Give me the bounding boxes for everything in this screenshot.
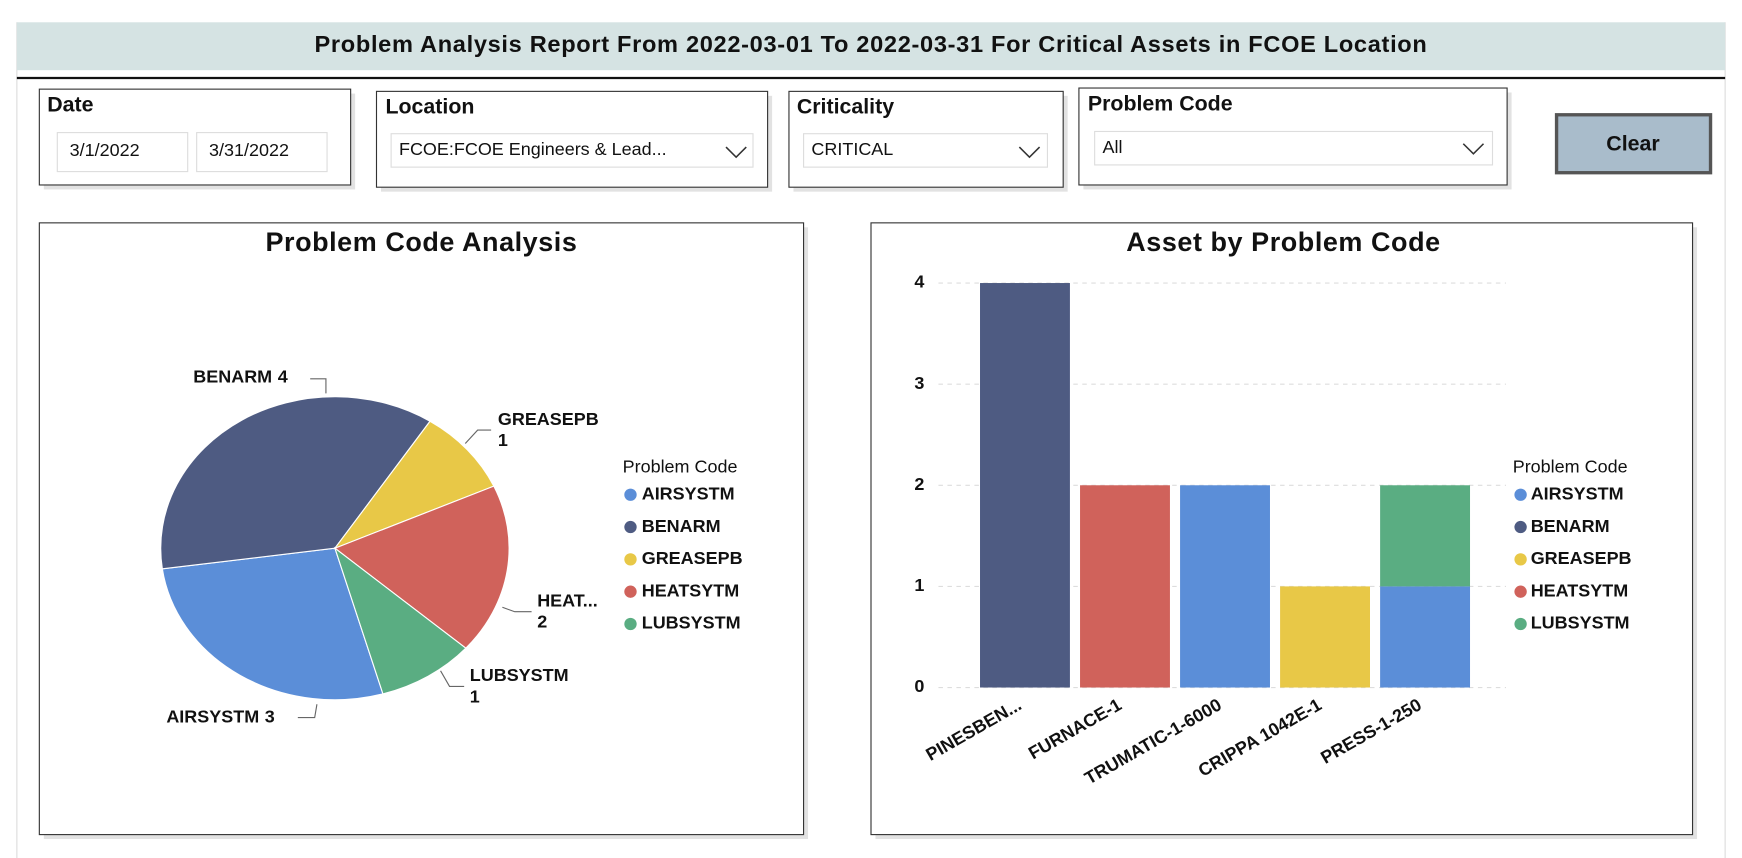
legend-label: HEATSYTM	[642, 580, 739, 600]
slice-value: 1	[470, 686, 480, 706]
leader-line	[464, 429, 492, 444]
legend-label: AIRSYSTM	[1531, 484, 1624, 504]
problem-code-dropdown[interactable]	[1094, 130, 1494, 166]
legend-marker	[1514, 585, 1527, 598]
legend-marker	[624, 488, 637, 501]
pie-slice	[160, 396, 431, 570]
legend-marker	[624, 617, 637, 631]
bar	[1380, 586, 1471, 688]
criticality-dropdown[interactable]	[803, 133, 1049, 168]
legend-marker	[624, 585, 637, 598]
pie-slice	[333, 546, 467, 695]
legend-marker	[1514, 553, 1527, 566]
dropdown-value[interactable]: FCOE:FCOE Engineers & Lead...	[399, 139, 667, 159]
slice-name: HEAT...	[537, 590, 598, 610]
pie-slice	[333, 420, 495, 550]
legend-label: BENARM	[1531, 516, 1610, 536]
slice-value: 2	[537, 612, 547, 632]
slice-name: BENARM	[193, 367, 272, 387]
chart-title: Asset by Problem Code	[1126, 227, 1440, 257]
button-label[interactable]: Clear	[1606, 132, 1659, 156]
chevron[interactable]	[725, 146, 747, 159]
legend-label: GREASEPB	[642, 548, 743, 568]
date-end[interactable]: 3/31/2022	[209, 140, 289, 160]
bar	[1380, 485, 1471, 587]
slice-value: 3	[265, 706, 275, 726]
legend-title: Problem Code	[623, 457, 738, 477]
clear-button[interactable]	[1554, 113, 1713, 175]
chart-title: Problem Code Analysis	[265, 227, 577, 257]
dropdown-value[interactable]: CRITICAL	[811, 139, 893, 159]
legend-label: GREASEPB	[1531, 548, 1632, 568]
slice-label: AIRSYSTM 3	[166, 706, 275, 726]
dropdown-value[interactable]: All	[1103, 137, 1123, 157]
date-input[interactable]	[56, 132, 189, 173]
filter-label: Date	[47, 93, 93, 117]
y-tick-label: 3	[914, 373, 924, 393]
legend-label: BENARM	[642, 516, 721, 536]
bar	[1280, 586, 1370, 688]
legend-marker	[624, 520, 637, 534]
leader-line	[440, 670, 465, 687]
slice-value: 1	[498, 430, 508, 450]
legend-label: HEATSYTM	[1531, 580, 1628, 600]
chevron[interactable]	[1018, 146, 1041, 159]
legend-marker	[1514, 488, 1527, 501]
chevron[interactable]	[1462, 143, 1485, 155]
leader-line	[297, 704, 318, 719]
y-tick-label: 2	[914, 474, 924, 494]
y-tick-label: 0	[914, 676, 924, 696]
legend-marker	[1514, 520, 1527, 534]
legend-label: AIRSYSTM	[642, 484, 735, 504]
header-bar	[16, 22, 1726, 71]
leader-line	[310, 378, 327, 394]
filter-label: Problem Code	[1088, 91, 1233, 115]
header-title: Problem Analysis Report From 2022-03-01 …	[315, 31, 1428, 57]
bar	[1080, 485, 1170, 688]
pie-slice	[333, 485, 510, 649]
bar	[1180, 485, 1270, 688]
bar	[980, 283, 1070, 688]
y-tick-label: 1	[914, 575, 924, 595]
filter-label: Location	[385, 95, 474, 119]
leader-line	[502, 606, 532, 613]
slice-value: 4	[278, 367, 288, 387]
slice-name: LUBSYSTM	[470, 665, 569, 685]
slice-label: BENARM 4	[193, 367, 288, 387]
y-tick-label: 4	[914, 272, 924, 292]
legend-marker	[624, 553, 637, 566]
slice-name: AIRSYSTM	[166, 706, 259, 726]
slice-name: GREASEPB	[498, 409, 599, 429]
legend-label: LUBSYSTM	[1531, 613, 1630, 633]
filter-label: Criticality	[797, 95, 894, 119]
legend-marker	[1514, 617, 1527, 631]
date-input[interactable]	[196, 132, 328, 173]
legend-title: Problem Code	[1513, 457, 1628, 477]
pie-slice	[161, 547, 384, 701]
location-dropdown[interactable]	[390, 133, 754, 168]
date-start[interactable]: 3/1/2022	[70, 140, 140, 160]
legend-label: LUBSYSTM	[642, 613, 741, 633]
